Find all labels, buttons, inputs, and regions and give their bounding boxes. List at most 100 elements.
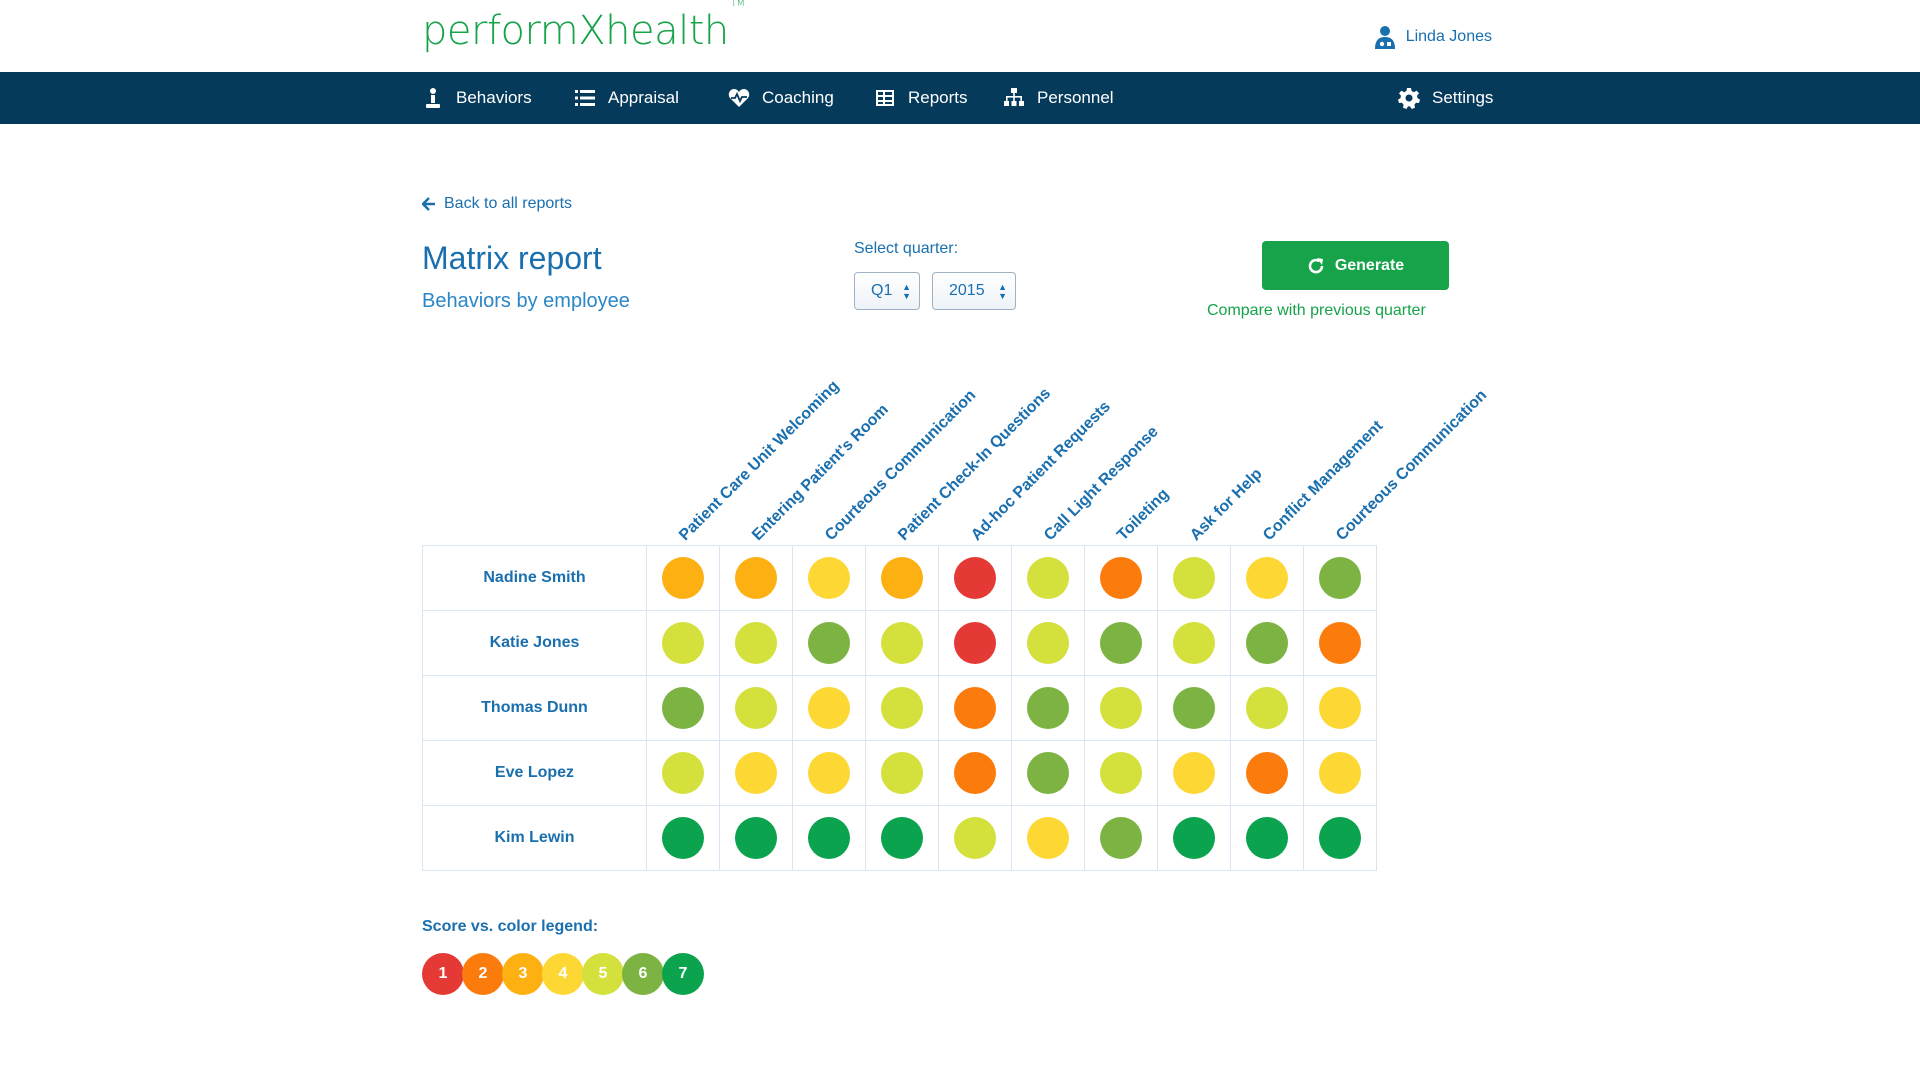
score-dot[interactable] (881, 817, 923, 859)
score-cell (1011, 805, 1085, 871)
score-cell (865, 740, 939, 806)
top-bar: performXhealthTM Linda Jones (0, 0, 1920, 72)
score-dot[interactable] (1246, 622, 1288, 664)
score-dot[interactable] (662, 622, 704, 664)
score-dot[interactable] (1027, 687, 1069, 729)
score-dot[interactable] (1246, 752, 1288, 794)
score-dot[interactable] (735, 557, 777, 599)
score-dot[interactable] (1246, 557, 1288, 599)
back-to-reports-link[interactable]: Back to all reports (422, 195, 572, 213)
score-dot[interactable] (881, 622, 923, 664)
nav-appraisal[interactable]: Appraisal (574, 72, 679, 124)
score-dot[interactable] (954, 752, 996, 794)
legend-chip: 2 (462, 953, 504, 995)
score-dot[interactable] (735, 622, 777, 664)
score-dot[interactable] (808, 817, 850, 859)
app-logo[interactable]: performXhealthTM (422, 0, 745, 54)
score-cell (646, 805, 720, 871)
score-dot[interactable] (662, 557, 704, 599)
score-dot[interactable] (1246, 817, 1288, 859)
score-dot[interactable] (662, 752, 704, 794)
score-dot[interactable] (1027, 817, 1069, 859)
employee-name[interactable]: Katie Jones (422, 610, 647, 676)
score-cell (865, 545, 939, 611)
quarter-select[interactable]: Q1 ▲ ▼ (854, 272, 920, 310)
nav-coaching[interactable]: Coaching (728, 72, 834, 124)
quarter-select-value: Q1 (871, 282, 893, 299)
refresh-icon (1308, 257, 1324, 273)
score-cell (792, 675, 866, 741)
column-header: Entering Patient's Room (749, 401, 892, 545)
score-dot[interactable] (1319, 557, 1361, 599)
employee-name[interactable]: Kim Lewin (422, 805, 647, 871)
nav-behaviors-label: Behaviors (456, 88, 532, 107)
main-nav: Behaviors Appraisal Coaching Reports Per… (0, 72, 1920, 124)
nav-behaviors[interactable]: Behaviors (422, 72, 532, 124)
logo-text-main: performX (422, 8, 606, 54)
score-cell (792, 805, 866, 871)
score-dot[interactable] (1027, 622, 1069, 664)
arrow-left-icon (422, 197, 435, 211)
generate-button[interactable]: Generate (1262, 241, 1449, 290)
score-dot[interactable] (881, 687, 923, 729)
score-dot[interactable] (808, 622, 850, 664)
score-dot[interactable] (1100, 622, 1142, 664)
score-dot[interactable] (954, 557, 996, 599)
column-header: Ask for Help (1187, 465, 1266, 545)
score-dot[interactable] (808, 687, 850, 729)
nav-settings-label: Settings (1432, 88, 1494, 107)
score-dot[interactable] (1100, 752, 1142, 794)
score-dot[interactable] (735, 817, 777, 859)
select-arrows-icon: ▲ ▼ (998, 282, 1007, 301)
employee-name[interactable]: Eve Lopez (422, 740, 647, 806)
score-cell (1157, 805, 1231, 871)
score-cell (938, 610, 1012, 676)
score-dot[interactable] (1027, 752, 1069, 794)
nav-settings[interactable]: Settings (1398, 72, 1493, 124)
score-dot[interactable] (1100, 557, 1142, 599)
score-cell (1157, 740, 1231, 806)
score-dot[interactable] (735, 752, 777, 794)
nav-reports[interactable]: Reports (874, 72, 968, 124)
score-dot[interactable] (1027, 557, 1069, 599)
column-header: Conflict Management (1260, 417, 1387, 545)
score-dot[interactable] (735, 687, 777, 729)
score-dot[interactable] (808, 752, 850, 794)
score-dot[interactable] (1173, 622, 1215, 664)
score-dot[interactable] (1319, 752, 1361, 794)
score-cell (719, 805, 793, 871)
legend-chip: 4 (542, 953, 584, 995)
score-dot[interactable] (1173, 557, 1215, 599)
compare-previous-quarter-link[interactable]: Compare with previous quarter (1207, 302, 1426, 319)
employee-name[interactable]: Thomas Dunn (422, 675, 647, 741)
table-row: Katie Jones (422, 610, 1377, 676)
score-dot[interactable] (1100, 687, 1142, 729)
score-dot[interactable] (954, 687, 996, 729)
score-dot[interactable] (1173, 752, 1215, 794)
year-select[interactable]: 2015 ▲ ▼ (932, 272, 1016, 310)
score-dot[interactable] (881, 752, 923, 794)
score-dot[interactable] (881, 557, 923, 599)
score-dot[interactable] (662, 687, 704, 729)
score-dot[interactable] (1319, 622, 1361, 664)
score-dot[interactable] (954, 622, 996, 664)
column-header: Ad-hoc Patient Requests (968, 398, 1114, 545)
score-dot[interactable] (1100, 817, 1142, 859)
score-dot[interactable] (808, 557, 850, 599)
column-header: Courteous Communication (822, 386, 980, 545)
score-dot[interactable] (1173, 687, 1215, 729)
score-dot[interactable] (662, 817, 704, 859)
score-dot[interactable] (1319, 817, 1361, 859)
legend-chip: 5 (582, 953, 624, 995)
score-dot[interactable] (1173, 817, 1215, 859)
score-cell (1011, 610, 1085, 676)
score-dot[interactable] (1246, 687, 1288, 729)
employee-name[interactable]: Nadine Smith (422, 545, 647, 611)
score-cell (1303, 805, 1377, 871)
table-row: Thomas Dunn (422, 675, 1377, 741)
user-menu[interactable]: Linda Jones (1374, 25, 1492, 49)
score-dot[interactable] (1319, 687, 1361, 729)
nav-personnel[interactable]: Personnel (1003, 72, 1114, 124)
score-dot[interactable] (954, 817, 996, 859)
